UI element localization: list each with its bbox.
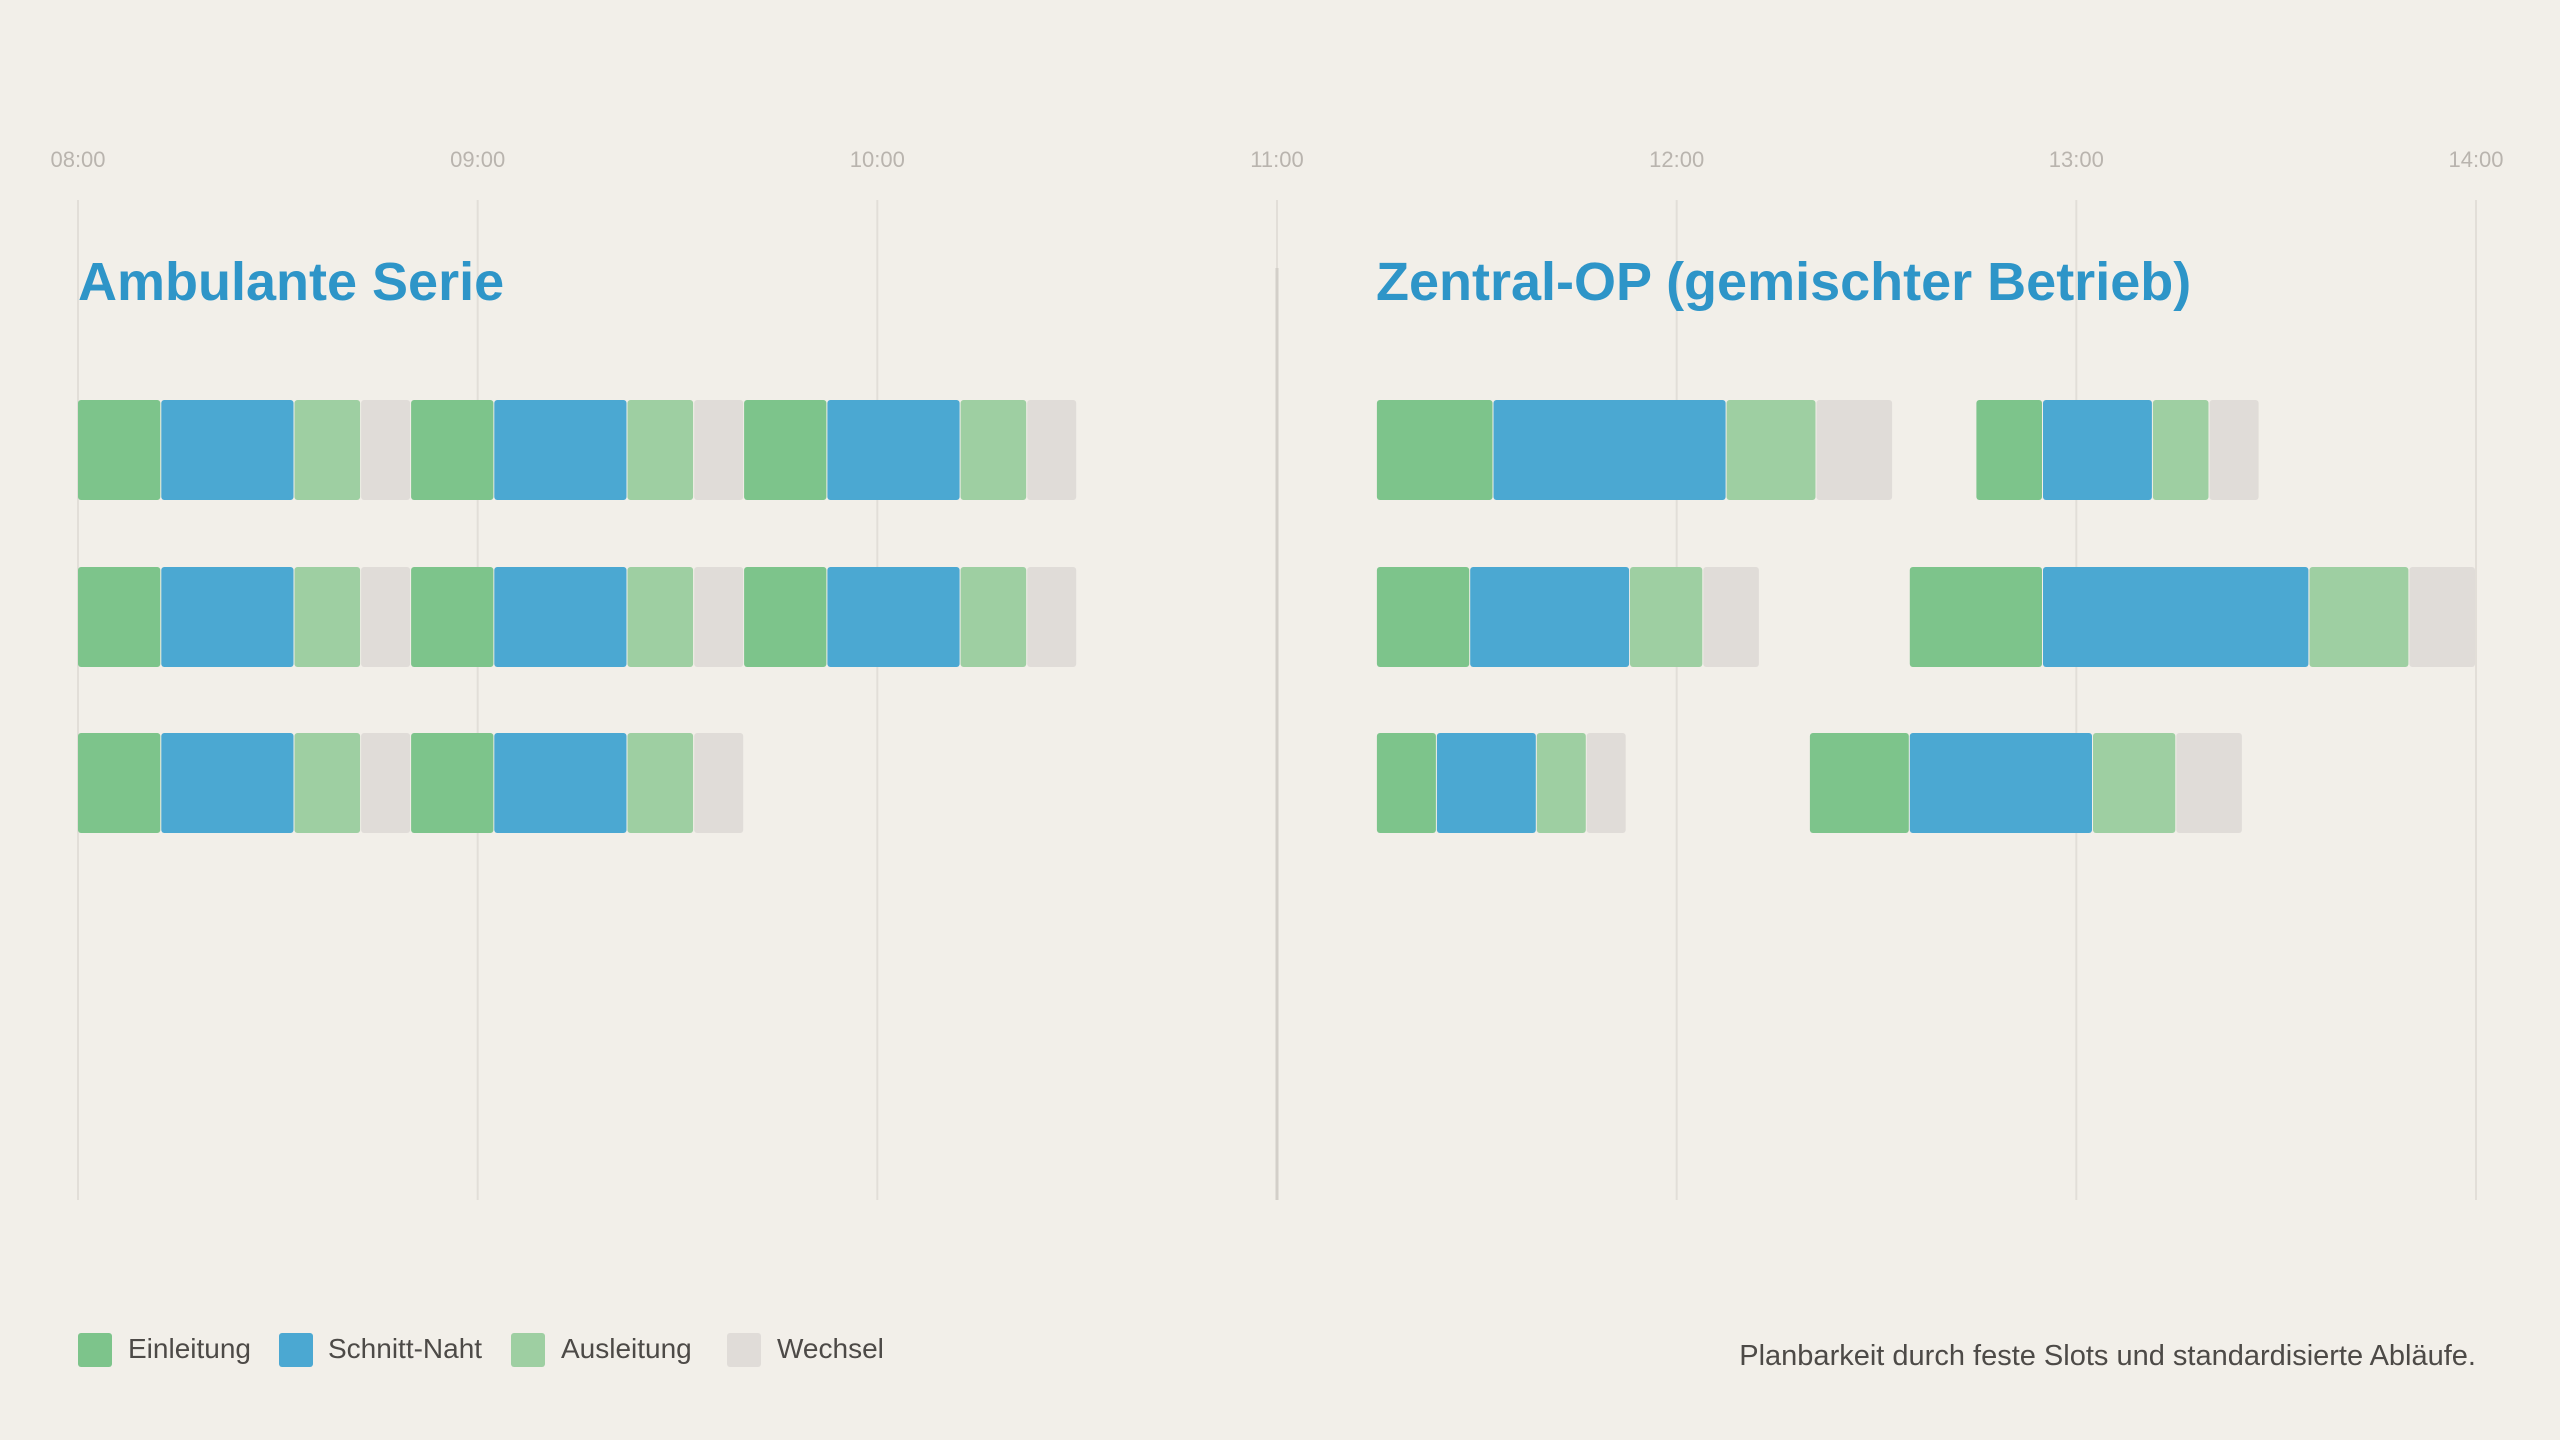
bar-ambulante-row2-einleitung-5 [411, 567, 494, 667]
bar-ambulante-row1-schnitt-naht-2 [161, 400, 294, 500]
bar-ambulante-row1-schnitt-naht-10 [827, 400, 960, 500]
bar-zentral-row3-ausleitung-7 [2093, 733, 2176, 833]
legend-item-wechsel: Wechsel [727, 1333, 884, 1367]
legend-label-wechsel: Wechsel [777, 1333, 884, 1364]
legend-swatch-schnitt-naht [279, 1333, 313, 1367]
bar-zentral-row1-wechsel-8 [2209, 400, 2259, 500]
bar-ambulante-row2-einleitung-1 [78, 567, 161, 667]
bar-ambulante-row3-ausleitung-7 [627, 733, 694, 833]
tick-label-1400: 14:00 [2448, 147, 2503, 172]
bar-zentral-row1-ausleitung-7 [2152, 400, 2209, 500]
tick-label-1200: 12:00 [1649, 147, 1704, 172]
legend-label-einleitung: Einleitung [128, 1333, 251, 1364]
legend-swatch-wechsel [727, 1333, 761, 1367]
bar-zentral-row3-einleitung-1 [1376, 733, 1436, 833]
bar-zentral-row2-ausleitung-7 [2309, 567, 2409, 667]
bar-zentral-row2-schnitt-naht-6 [2043, 567, 2309, 667]
bar-ambulante-row2-schnitt-naht-10 [827, 567, 960, 667]
tick-label-1100: 11:00 [1250, 147, 1303, 172]
bar-ambulante-row3-ausleitung-3 [294, 733, 361, 833]
bar-zentral-row2-ausleitung-3 [1630, 567, 1703, 667]
bar-ambulante-row2-schnitt-naht-2 [161, 567, 294, 667]
bars [78, 400, 2475, 833]
bar-zentral-row3-einleitung-5 [1809, 733, 1909, 833]
legend-item-schnitt-naht: Schnitt-Naht [279, 1333, 482, 1367]
bar-ambulante-row2-ausleitung-3 [294, 567, 361, 667]
bar-ambulante-row1-ausleitung-11 [960, 400, 1027, 500]
time-axis: 08:00 09:00 10:00 11:00 12:00 13:00 14:00 [50, 147, 2503, 172]
tick-label-0900: 09:00 [450, 147, 505, 172]
legend-swatch-einleitung [78, 1333, 112, 1367]
bar-ambulante-row1-wechsel-4 [361, 400, 411, 500]
bar-ambulante-row1-wechsel-12 [1027, 400, 1077, 500]
bar-zentral-row3-wechsel-8 [2176, 733, 2242, 833]
bar-zentral-row2-wechsel-4 [1703, 567, 1759, 667]
bar-zentral-row1-ausleitung-3 [1726, 400, 1816, 500]
bar-zentral-row1-einleitung-5 [1976, 400, 2042, 500]
bar-ambulante-row3-schnitt-naht-2 [161, 733, 294, 833]
bar-zentral-row3-ausleitung-3 [1536, 733, 1586, 833]
bar-ambulante-row3-einleitung-1 [78, 733, 161, 833]
bar-ambulante-row2-wechsel-12 [1027, 567, 1077, 667]
bar-ambulante-row2-wechsel-8 [694, 567, 744, 667]
bar-ambulante-row1-wechsel-8 [694, 400, 744, 500]
bar-ambulante-row2-wechsel-4 [361, 567, 411, 667]
panel-title-ambulante: Ambulante Serie [78, 252, 504, 312]
bar-ambulante-row2-ausleitung-7 [627, 567, 694, 667]
legend-item-einleitung: Einleitung [78, 1333, 251, 1367]
bar-zentral-row2-einleitung-1 [1376, 567, 1470, 667]
bar-ambulante-row2-einleitung-9 [744, 567, 827, 667]
tick-label-1300: 13:00 [2049, 147, 2104, 172]
bar-zentral-row1-schnitt-naht-6 [2043, 400, 2152, 500]
bar-zentral-row2-wechsel-8 [2409, 567, 2475, 667]
bar-ambulante-row3-einleitung-5 [411, 733, 494, 833]
bar-zentral-row1-einleitung-1 [1376, 400, 1493, 500]
bar-ambulante-row1-einleitung-5 [411, 400, 494, 500]
bar-ambulante-row3-wechsel-8 [694, 733, 744, 833]
bar-zentral-row3-schnitt-naht-6 [1909, 733, 2092, 833]
bar-ambulante-row1-schnitt-naht-6 [494, 400, 627, 500]
bar-ambulante-row2-ausleitung-11 [960, 567, 1027, 667]
legend-label-schnitt-naht: Schnitt-Naht [328, 1333, 482, 1364]
bar-ambulante-row1-einleitung-9 [744, 400, 827, 500]
panel-title-zentral: Zentral-OP (gemischter Betrieb) [1376, 252, 2191, 312]
bar-ambulante-row2-schnitt-naht-6 [494, 567, 627, 667]
bar-zentral-row2-einleitung-5 [1909, 567, 2042, 667]
legend-swatch-ausleitung [511, 1333, 545, 1367]
bar-ambulante-row1-ausleitung-3 [294, 400, 361, 500]
legend: Einleitung Schnitt-Naht Ausleitung Wechs… [78, 1333, 884, 1367]
bar-ambulante-row3-schnitt-naht-6 [494, 733, 627, 833]
bar-zentral-row3-schnitt-naht-2 [1436, 733, 1536, 833]
bar-ambulante-row1-ausleitung-7 [627, 400, 694, 500]
legend-item-ausleitung: Ausleitung [511, 1333, 692, 1367]
tick-label-0800: 08:00 [50, 147, 105, 172]
bar-zentral-row1-wechsel-4 [1816, 400, 1893, 500]
tick-label-1000: 10:00 [850, 147, 905, 172]
caption: Planbarkeit durch feste Slots und standa… [1739, 1340, 2476, 1372]
bar-zentral-row3-wechsel-4 [1586, 733, 1626, 833]
legend-label-ausleitung: Ausleitung [561, 1333, 692, 1364]
bar-zentral-row1-schnitt-naht-2 [1493, 400, 1726, 500]
bar-ambulante-row1-einleitung-1 [78, 400, 161, 500]
bar-ambulante-row3-wechsel-4 [361, 733, 411, 833]
bar-zentral-row2-schnitt-naht-2 [1470, 567, 1630, 667]
